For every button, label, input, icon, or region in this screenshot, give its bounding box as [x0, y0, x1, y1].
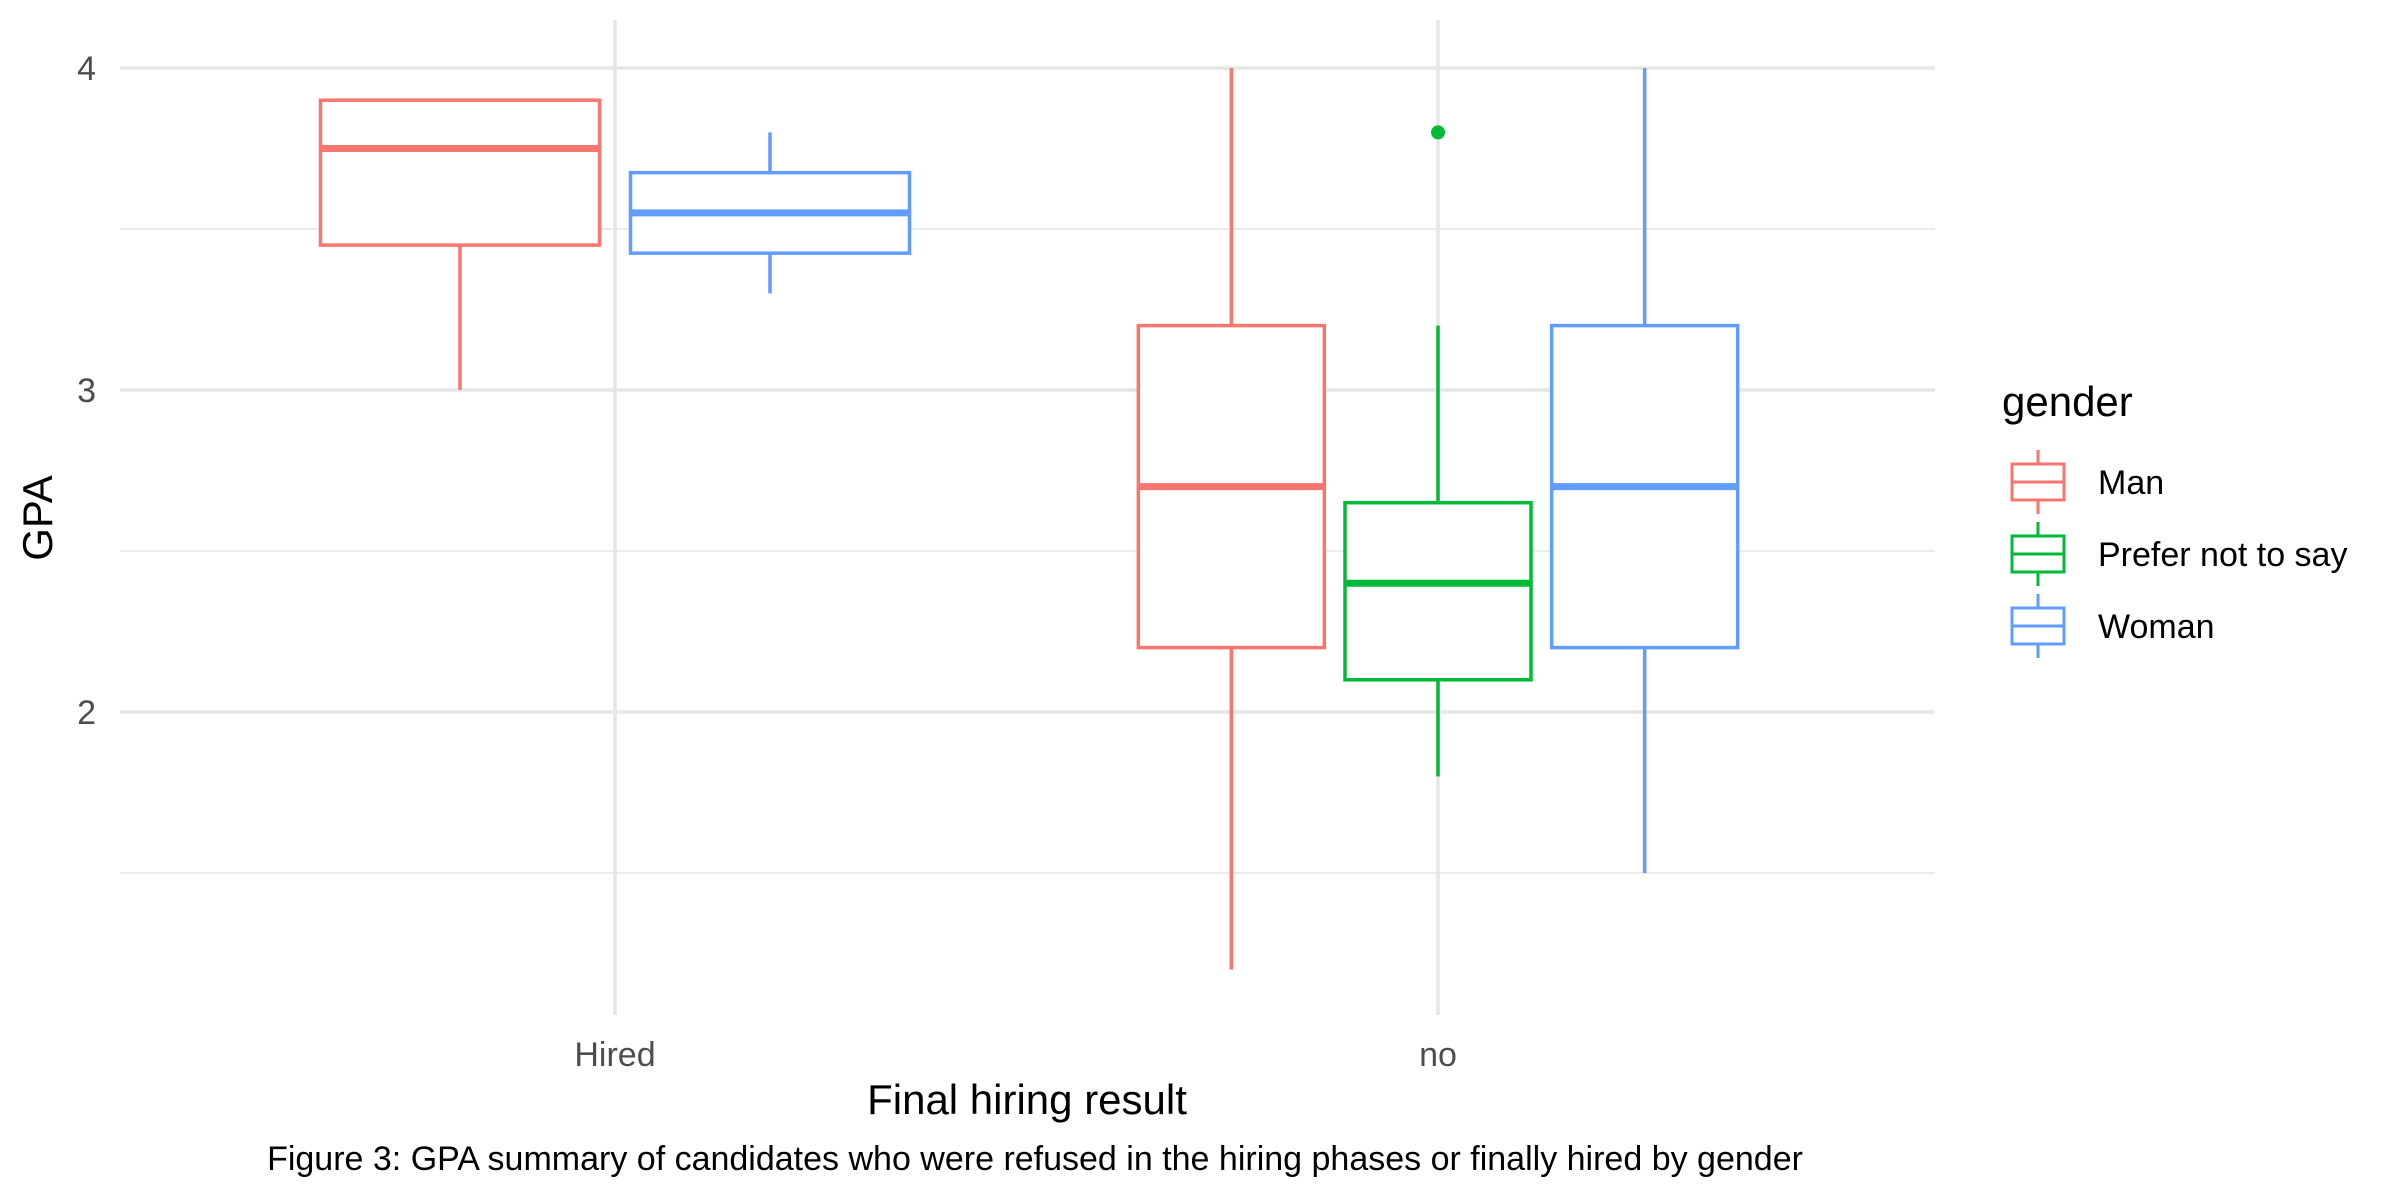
y-tick-label: 2 — [77, 694, 96, 732]
y-axis-title: GPA — [14, 475, 61, 561]
legend-entry-prefer-not-to-say: Prefer not to say — [2010, 522, 2347, 586]
box-woman-no — [1549, 68, 1740, 873]
x-tick-label: no — [1419, 1036, 1457, 1074]
x-axis-title: Final hiring result — [867, 1076, 1187, 1123]
legend-label: Woman — [2098, 608, 2215, 646]
box-woman-hired — [628, 132, 912, 294]
axis-ticks: 2 3 4 Hired no — [77, 50, 1457, 1074]
legend-entry-woman: Woman — [2010, 594, 2215, 658]
legend-label: Prefer not to say — [2098, 536, 2347, 574]
x-tick-label: Hired — [574, 1036, 655, 1074]
box-man-hired — [318, 98, 602, 390]
box-prefer-not-to-say-no — [1343, 125, 1533, 777]
y-tick-label: 3 — [77, 372, 96, 410]
box-iqr — [318, 98, 602, 247]
legend: gender Man Prefer not to say Woman — [2002, 378, 2347, 658]
y-tick-label: 4 — [77, 50, 96, 88]
plot-area — [318, 68, 1740, 970]
legend-entry-man: Man — [2010, 450, 2164, 514]
box-iqr — [1343, 500, 1533, 682]
outlier-point — [1431, 125, 1445, 140]
figure-caption: Figure 3: GPA summary of candidates who … — [267, 1140, 1803, 1178]
legend-title: gender — [2002, 378, 2133, 425]
box-man-no — [1136, 68, 1327, 970]
legend-label: Man — [2098, 464, 2164, 502]
